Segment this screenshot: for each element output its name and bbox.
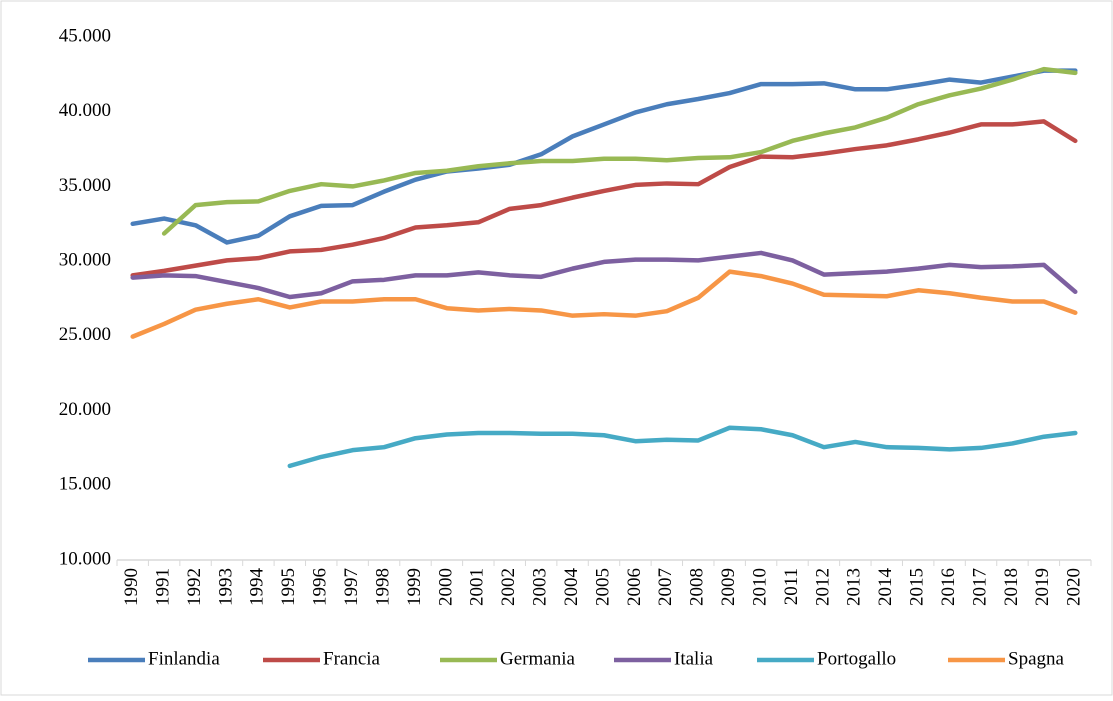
y-tick-label: 45.000 [59,25,111,46]
x-tick-label: 1998 [372,568,393,606]
series-line [161,66,1078,236]
x-tick-label: 2006 [624,568,645,606]
x-tick-label: 2007 [655,568,676,606]
legend-label: Spagna [1008,648,1065,669]
series-line [130,250,1078,300]
x-tick-label: 2016 [938,568,959,606]
x-tick-label: 2010 [749,568,770,606]
x-tick-label: 1995 [278,568,299,606]
x-tick-label: 2011 [781,568,802,605]
x-tick-label: 2017 [969,568,990,606]
x-tick-label: 2002 [498,568,519,606]
x-tick-label: 2020 [1064,568,1085,606]
x-tick-label: 2003 [530,568,551,606]
x-tick-label: 2005 [592,568,613,606]
y-tick-label: 15.000 [59,474,111,495]
x-tick-label: 2009 [718,568,739,606]
legend-label: Germania [500,648,575,669]
x-tick-label: 2019 [1032,568,1053,606]
legend-label: Portogallo [817,648,896,669]
y-tick-label: 10.000 [59,548,111,569]
x-tick-label: 2000 [435,568,456,606]
legend-label: Italia [674,648,714,669]
x-tick-label: 2013 [844,568,865,606]
x-tick-label: 2015 [907,568,928,606]
x-tick-label: 1991 [152,568,173,606]
x-tick-label: 2008 [687,568,708,606]
x-tick-label: 1997 [341,568,362,606]
series-line [287,425,1078,469]
x-tick-label: 1990 [121,568,142,606]
y-tick-label: 20.000 [59,399,111,420]
x-tick-label: 1999 [404,568,425,606]
x-tick-label: 1994 [247,568,268,607]
x-tick-label: 1992 [184,568,205,606]
y-tick-label: 30.000 [59,250,111,271]
x-tick-label: 2012 [812,568,833,606]
x-tick-label: 1993 [215,568,236,606]
y-tick-label: 35.000 [59,175,111,196]
x-tick-label: 1996 [310,568,331,606]
x-tick-label: 2004 [561,568,582,607]
legend-label: Francia [323,648,381,669]
y-tick-label: 40.000 [59,100,111,121]
y-tick-label: 25.000 [59,324,111,345]
series-line [130,269,1078,339]
x-tick-label: 2018 [1001,568,1022,606]
x-tick-label: 2001 [467,568,488,606]
series-line [130,68,1078,245]
x-tick-label: 2014 [875,568,896,607]
legend-label: Finlandia [148,648,220,669]
series-line [130,119,1078,278]
